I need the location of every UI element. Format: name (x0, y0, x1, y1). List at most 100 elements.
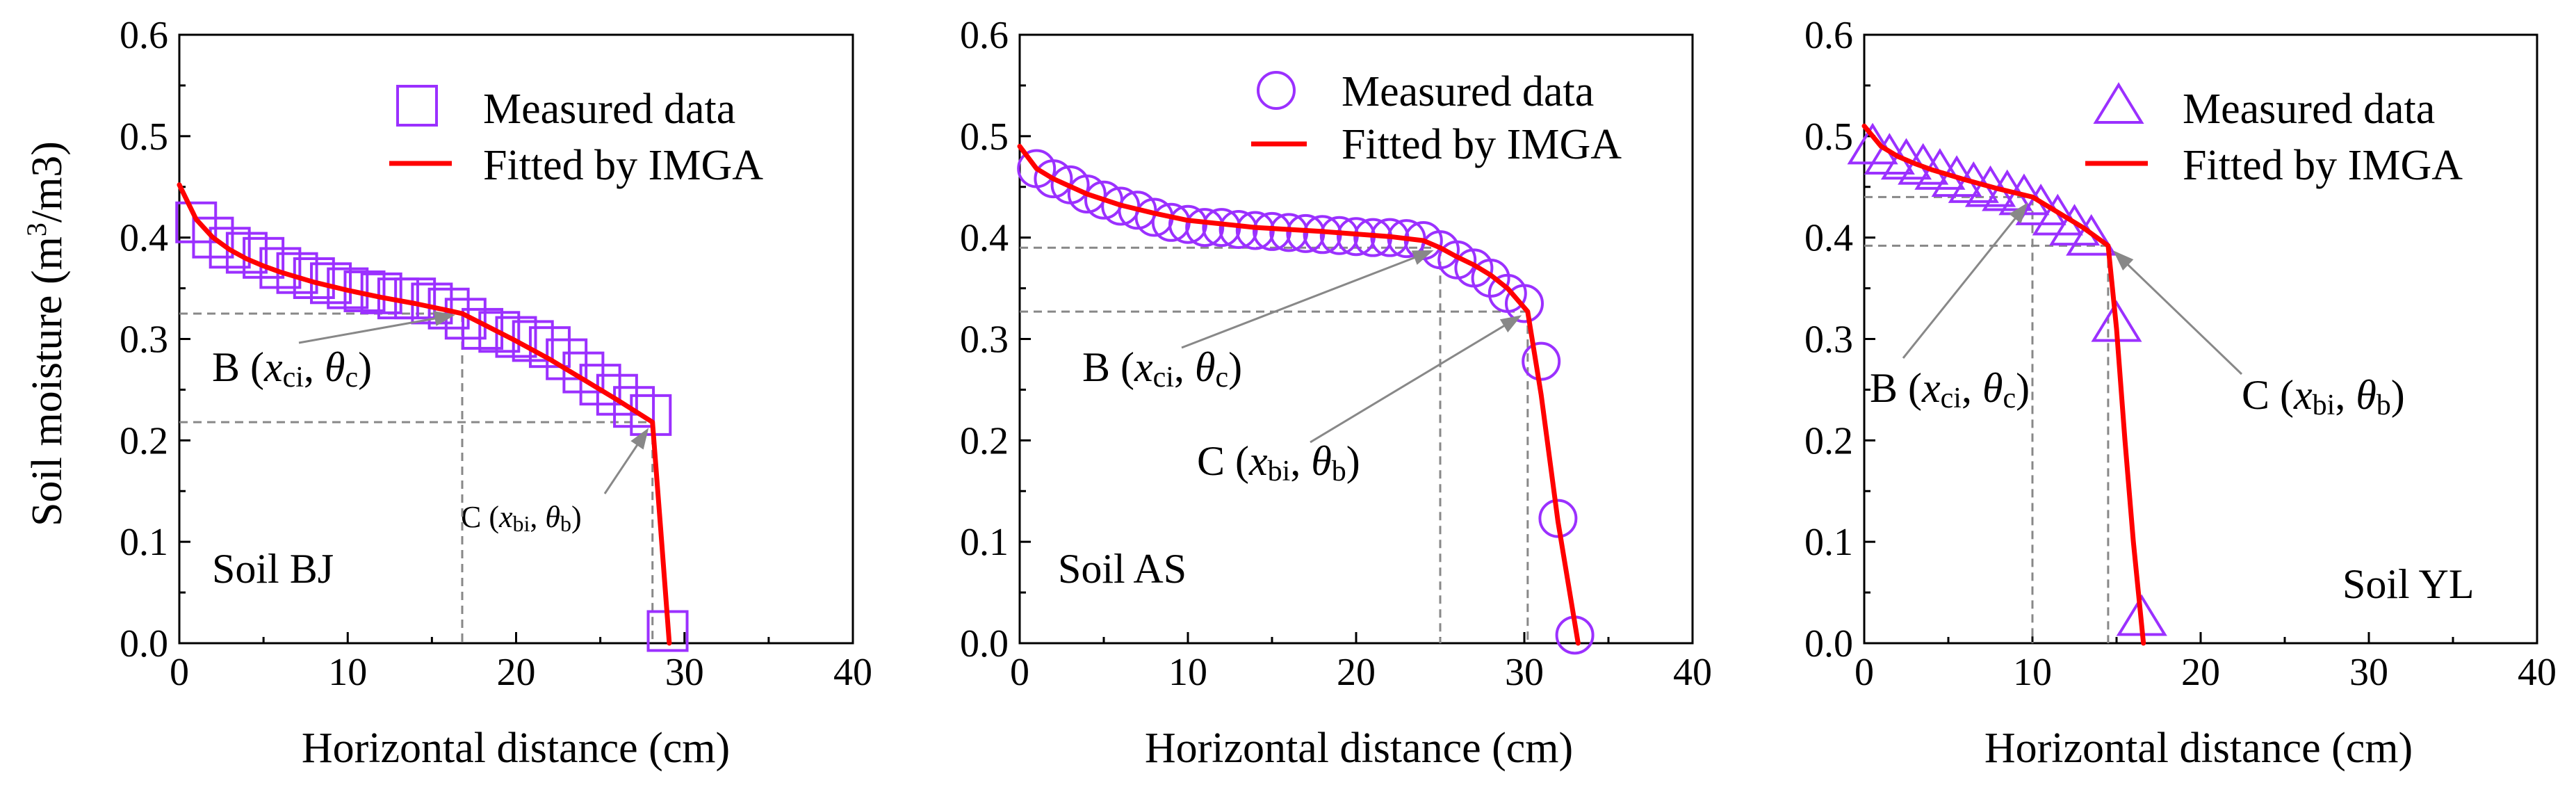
measured-point (1538, 499, 1578, 538)
legend-measured-label: Measured data (1342, 68, 1594, 115)
y-tick-label: 0.6 (120, 14, 168, 57)
measured-point (1847, 122, 1898, 165)
legend-marker (1257, 71, 1296, 110)
y-tick-label: 0.4 (960, 217, 1009, 260)
measured-point (1964, 165, 2016, 207)
y-tick-label: 0.2 (1804, 419, 1853, 462)
x-tick-label: 20 (1337, 651, 1376, 694)
annotation-arrow (298, 316, 439, 344)
measured-point (1034, 159, 1073, 199)
annotation-b-label: B (xci, θc) (1870, 365, 2030, 414)
y-tick-label: 0.5 (120, 115, 168, 159)
legend-marker (396, 85, 438, 127)
measured-point (1505, 284, 1544, 323)
panel-title: Soil BJ (212, 546, 334, 592)
measured-point (562, 351, 605, 394)
measured-point (462, 307, 504, 350)
annotation-b-label: B (xci, θc) (1082, 344, 1242, 394)
measured-point (630, 394, 672, 436)
x-tick-label: 30 (1505, 651, 1544, 694)
annotation-b-label: B (xci, θc) (212, 344, 372, 394)
measured-point (327, 267, 369, 309)
measured-point (225, 232, 268, 274)
y-tick-label: 0.1 (120, 521, 168, 564)
annotation-c-label: C (xbi, θb) (1197, 438, 1360, 487)
y-tick-label: 0.2 (120, 419, 168, 462)
measured-point (613, 386, 655, 428)
annotation-c-label: C (xbi, θb) (461, 500, 582, 536)
x-tick-label: 30 (2349, 651, 2388, 694)
y-tick-label: 0.5 (960, 115, 1009, 159)
x-axis-title: Horizontal distance (cm) (1984, 725, 2413, 772)
measured-point (1864, 133, 1915, 175)
legend-marker (2093, 82, 2144, 124)
annotation-arrowhead (2113, 250, 2134, 270)
y-tick-label: 0.3 (120, 318, 168, 362)
x-axis-title: Horizontal distance (cm) (302, 725, 730, 772)
annotation-arrow (1310, 323, 1508, 444)
measured-point (1118, 191, 1157, 230)
measured-point (259, 247, 302, 289)
annotation-arrow (2124, 261, 2243, 375)
y-tick-label: 0.2 (960, 419, 1009, 462)
legend-fitted-label: Fitted by IMGA (2183, 142, 2463, 189)
x-tick-label: 20 (2181, 651, 2220, 694)
measured-point (1880, 138, 1932, 180)
measured-point (1522, 341, 1561, 381)
measured-point (192, 216, 234, 259)
y-tick-label: 0.1 (960, 521, 1009, 564)
measured-point (1931, 155, 1982, 197)
fitted-curve (177, 182, 672, 646)
y-tick-label: 0.6 (960, 14, 1009, 57)
legend-fitted-label: Fitted by IMGA (483, 142, 763, 189)
panel-soil-as: Soil AS Horizontal distance (cm) Measure… (960, 14, 1712, 772)
annotation-arrowhead (433, 311, 456, 326)
x-tick-label: 10 (2013, 651, 2052, 694)
y-tick-label: 0.0 (960, 622, 1009, 665)
annotation-arrowhead (1499, 315, 1522, 333)
y-tick-label: 0.4 (1804, 217, 1853, 260)
measured-point (1982, 169, 2033, 211)
annotation-c-label: C (xbi, θb) (2242, 372, 2405, 421)
annotation-arrow (603, 441, 641, 494)
panel-title: Soil YL (2342, 561, 2474, 607)
panel-soil-yl: Soil YL Horizontal distance (cm) Measure… (1804, 14, 2557, 772)
fitted-curve (1861, 123, 2146, 646)
legend-measured-label: Measured data (2183, 86, 2435, 133)
legend-measured-label: Measured data (483, 86, 735, 133)
measured-point (478, 311, 521, 353)
measured-point (1067, 174, 1107, 213)
measured-point (209, 227, 251, 269)
panel-soil-bj: Soil BJ Horizontal distance (cm) Measure… (120, 14, 872, 772)
y-tick-label: 0.4 (120, 217, 168, 260)
fitted-curve (1017, 143, 1581, 646)
annotation-arrowhead (1411, 250, 1434, 265)
y-tick-label: 0.0 (1804, 622, 1853, 665)
annotation-arrowhead (630, 428, 649, 450)
measured-point (175, 201, 218, 243)
x-tick-label: 40 (1673, 651, 1712, 694)
annotation-arrow (1902, 214, 2019, 359)
x-tick-label: 40 (2518, 651, 2557, 694)
measured-point (495, 316, 537, 358)
measured-point (1185, 208, 1225, 248)
x-tick-label: 0 (170, 651, 189, 694)
x-tick-label: 30 (665, 651, 704, 694)
x-tick-label: 0 (1854, 651, 1874, 694)
x-tick-label: 40 (833, 651, 872, 694)
y-tick-label: 0.5 (1804, 115, 1853, 159)
x-tick-label: 0 (1010, 651, 1029, 694)
y-tick-label: 0.3 (1804, 318, 1853, 362)
annotation-arrowhead (2009, 202, 2028, 224)
x-axis-title: Horizontal distance (cm) (1145, 725, 1573, 772)
x-tick-label: 10 (328, 651, 367, 694)
x-tick-label: 10 (1168, 651, 1207, 694)
y-tick-label: 0.1 (1804, 521, 1853, 564)
panel-title: Soil AS (1058, 546, 1187, 592)
legend-fitted-label: Fitted by IMGA (1342, 121, 1622, 168)
y-tick-label: 0.3 (960, 318, 1009, 362)
measured-point (2066, 213, 2117, 256)
x-tick-label: 20 (497, 651, 536, 694)
y-axis-title: Soil moisture (m3/m3) (21, 141, 71, 526)
